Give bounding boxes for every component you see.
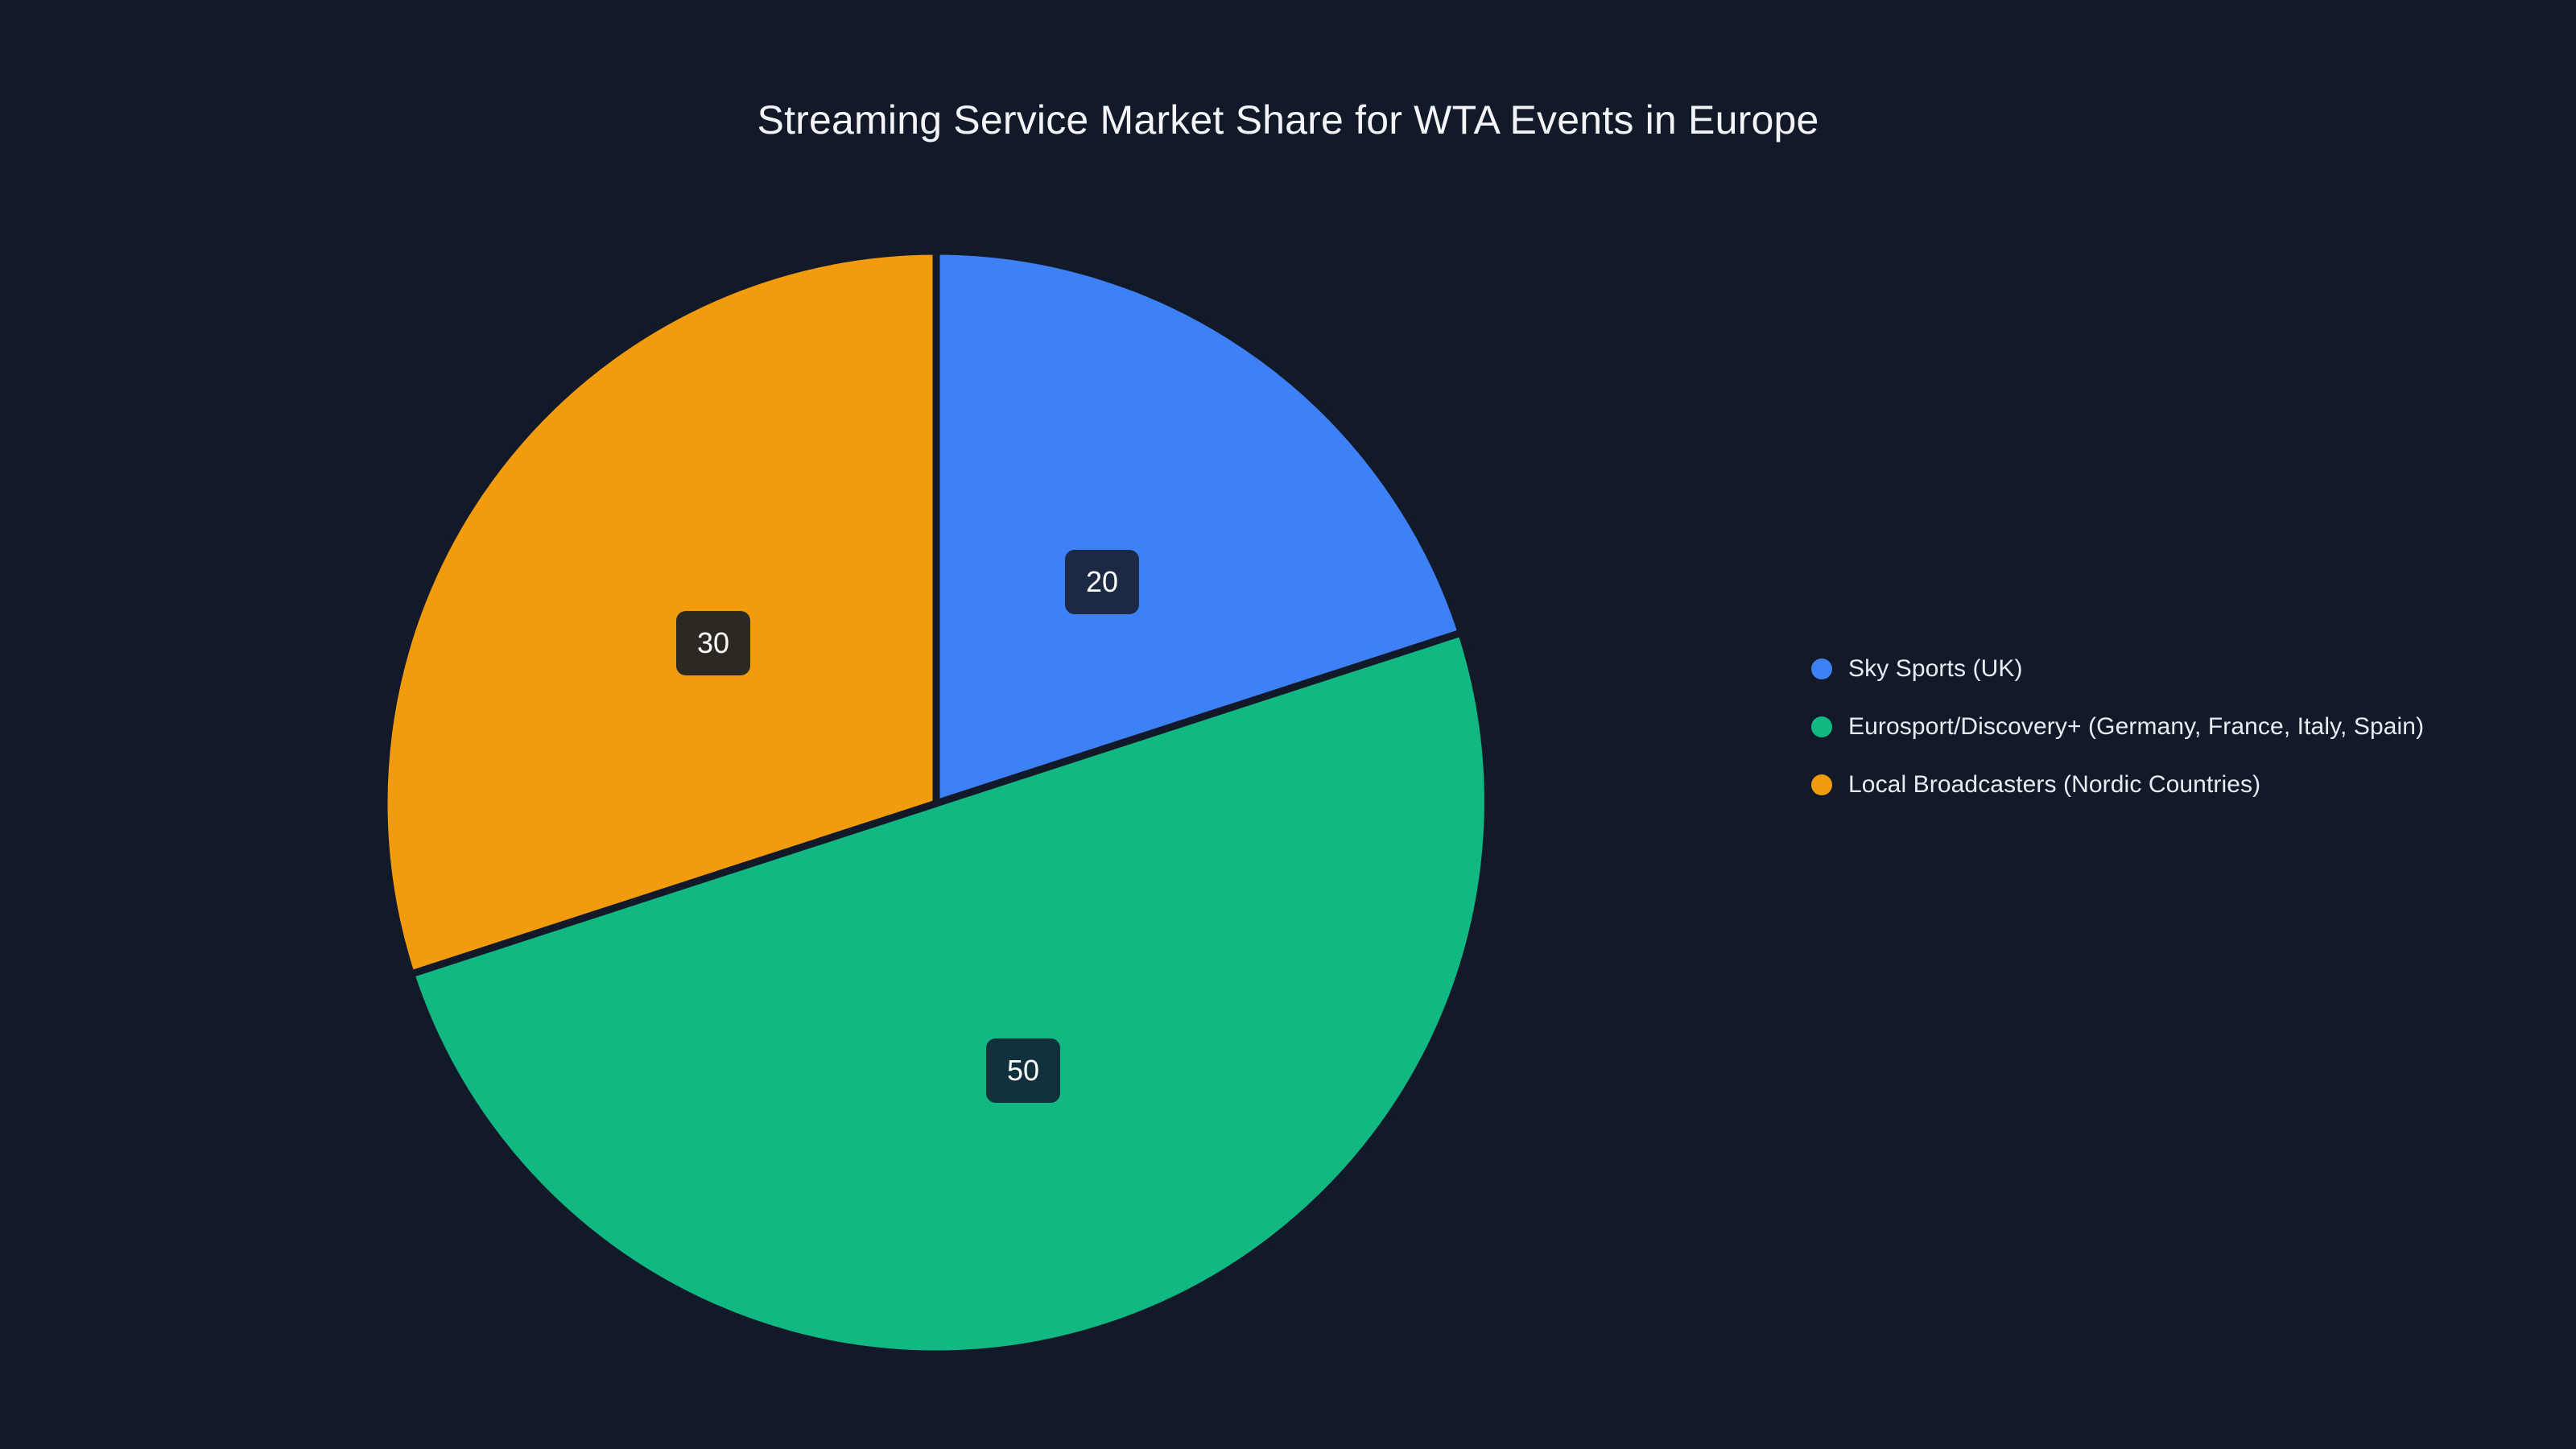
pie-slice[interactable] bbox=[407, 629, 1492, 1358]
pie-chart-svg bbox=[380, 247, 1492, 1358]
legend-item-label: Sky Sports (UK) bbox=[1848, 655, 2023, 682]
legend-item[interactable]: Local Broadcasters (Nordic Countries) bbox=[1811, 756, 2536, 814]
legend-swatch-icon bbox=[1811, 716, 1832, 737]
pie-slice-value-label: 20 bbox=[1064, 550, 1140, 614]
legend-item[interactable]: Sky Sports (UK) bbox=[1811, 640, 2536, 698]
pie-slice-value-label: 30 bbox=[675, 611, 751, 675]
legend-swatch-icon bbox=[1811, 658, 1832, 679]
legend-item-label: Local Broadcasters (Nordic Countries) bbox=[1848, 771, 2261, 798]
pie-slice-group bbox=[380, 247, 1492, 1358]
chart-title: Streaming Service Market Share for WTA E… bbox=[757, 97, 1819, 142]
chart-legend: Sky Sports (UK) Eurosport/Discovery+ (Ger… bbox=[1811, 640, 2536, 814]
legend-item-label: Eurosport/Discovery+ (Germany, France, I… bbox=[1848, 713, 2425, 740]
pie-slice[interactable] bbox=[380, 247, 940, 978]
legend-item[interactable]: Eurosport/Discovery+ (Germany, France, I… bbox=[1811, 698, 2536, 756]
pie-slice[interactable] bbox=[932, 247, 1465, 807]
pie-slice-value-label: 50 bbox=[985, 1038, 1061, 1103]
legend-swatch-icon bbox=[1811, 774, 1832, 795]
pie-plot-area: 20 50 30 bbox=[380, 247, 1492, 1358]
